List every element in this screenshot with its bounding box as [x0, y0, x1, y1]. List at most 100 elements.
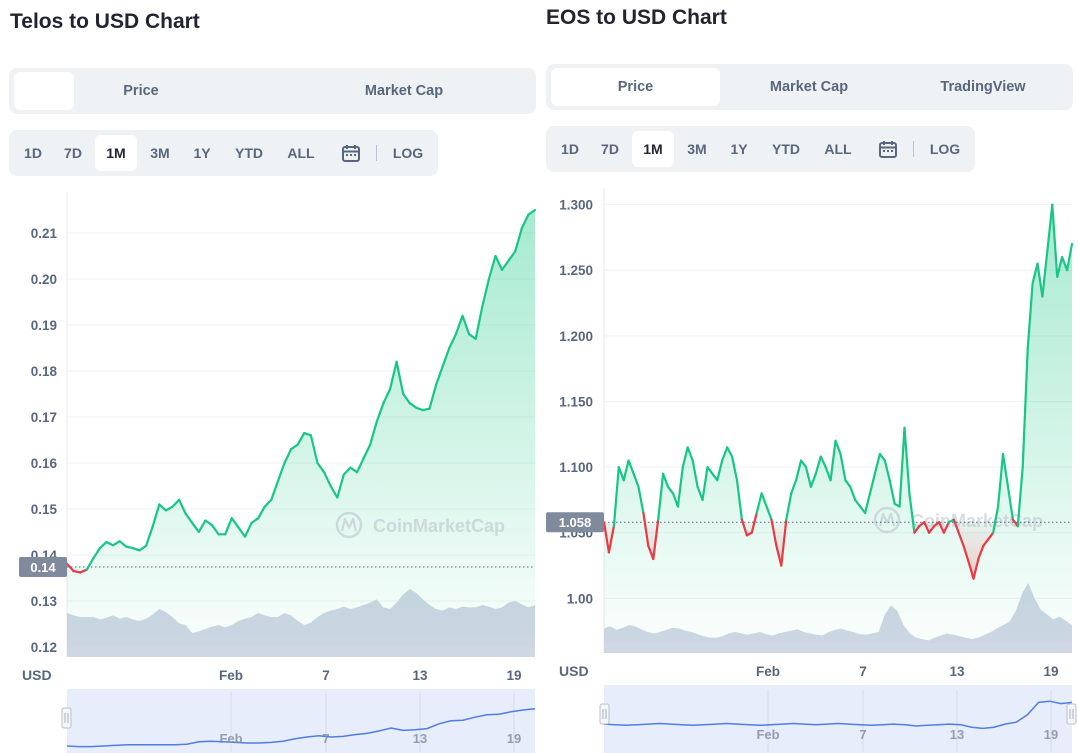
price-line-segment — [612, 466, 620, 528]
price-line-segment — [243, 521, 253, 538]
range-1m[interactable]: 1M — [95, 135, 137, 171]
chart-type-tabs: Price Market Cap TradingView — [546, 64, 1073, 110]
price-line-segment — [468, 333, 477, 340]
range-navigator[interactable]: Feb 7 13 19 — [599, 685, 1077, 753]
price-line-segment — [681, 446, 689, 469]
price-area-fill-below — [604, 522, 1072, 579]
log-toggle[interactable]: LOG — [392, 145, 424, 161]
range-1y[interactable]: 1Y — [193, 145, 211, 161]
log-toggle[interactable]: LOG — [929, 141, 961, 157]
y-tick-label: 1.100 — [559, 460, 593, 475]
price-area-fill — [604, 204, 1072, 643]
calendar-icon[interactable] — [870, 131, 906, 167]
range-7d[interactable]: 7D — [601, 141, 619, 157]
y-tick-label: 0.18 — [31, 364, 58, 379]
price-line-segment — [237, 526, 247, 538]
price-line-segment — [164, 505, 174, 512]
x-tick-label: 7 — [859, 664, 867, 679]
y-tick-label: 0.19 — [31, 318, 57, 333]
price-line-segment — [962, 544, 970, 563]
price-line-segment — [250, 517, 260, 524]
price-line-segment — [696, 485, 704, 501]
price-line-segment — [1060, 256, 1069, 272]
time-range-selector: 1D 7D 1M 3M 1Y YTD ALL LOG — [546, 126, 975, 172]
watermark-logo: CoinMarketCap — [335, 511, 505, 539]
telos-price-chart[interactable]: CoinMarketCap 0.12 0.13 0.14 0.15 0.16 0.17 0.… — [0, 0, 540, 753]
navigator-left-handle[interactable] — [61, 707, 72, 729]
range-navigator[interactable]: Feb 7 13 19 — [61, 689, 536, 753]
price-line-segment — [819, 455, 827, 469]
price-line-segment — [461, 314, 471, 336]
x-tick-label: 13 — [949, 664, 965, 679]
range-3m[interactable]: 3M — [150, 145, 170, 161]
tab-price[interactable]: Price — [123, 83, 159, 99]
eos-price-chart[interactable]: CoinMarketCap 1.001.0501.1001.1501.2001.… — [540, 0, 1078, 753]
price-line-segment — [642, 511, 650, 548]
price-line-segment — [527, 208, 537, 216]
y-tick-label: 0.12 — [31, 640, 57, 655]
navigator-tick-label: Feb — [756, 727, 779, 742]
range-1d[interactable]: 1D — [24, 145, 42, 161]
price-line-segment — [750, 511, 758, 534]
price-line-segment — [270, 480, 279, 501]
price-line-segment — [441, 346, 451, 368]
tab-tradingview[interactable]: TradingView — [940, 79, 1026, 95]
range-ytd[interactable]: YTD — [235, 145, 263, 161]
price-line-segment — [296, 432, 306, 446]
range-3m[interactable]: 3M — [687, 141, 707, 157]
y-tick-label: 0.16 — [31, 456, 58, 471]
range-1m[interactable]: 1M — [632, 131, 674, 167]
tab-price[interactable]: Price — [551, 68, 720, 106]
tab-market-cap[interactable]: Market Cap — [364, 83, 444, 99]
price-line-segment — [92, 546, 102, 560]
chart-title: EOS to USD Chart — [546, 6, 727, 29]
current-price-tag: 1.058 — [546, 512, 604, 533]
calendar-icon[interactable] — [333, 135, 369, 171]
price-line-segment — [849, 485, 857, 501]
price-line-segment — [145, 525, 154, 547]
price-line-segment — [937, 521, 945, 534]
price-line-segment — [800, 459, 808, 469]
price-line-segment — [957, 531, 965, 548]
watermark-text: CoinMarketCap — [911, 511, 1043, 531]
price-line-segment — [342, 466, 352, 476]
navigator-line — [66, 708, 536, 748]
x-tick-label: 19 — [1043, 664, 1058, 679]
price-line-segment — [868, 472, 876, 495]
price-line-segment — [829, 439, 837, 482]
time-range-selector: 1D 7D 1M 3M 1Y YTD ALL LOG — [9, 130, 438, 176]
price-line-segment — [775, 544, 783, 567]
navigator-tick-label: 7 — [322, 731, 329, 746]
price-line-segment — [997, 452, 1005, 508]
currency-label: USD — [22, 667, 52, 683]
price-line-segment — [178, 498, 187, 515]
price-line-segment — [481, 277, 490, 308]
price-line-segment — [602, 521, 611, 554]
price-line-segment — [514, 227, 523, 253]
price-line-segment — [138, 544, 148, 552]
range-1y[interactable]: 1Y — [730, 141, 748, 157]
price-line-segment — [474, 305, 484, 340]
y-tick-label: 1.00 — [567, 591, 593, 606]
range-all[interactable]: ALL — [287, 145, 315, 161]
price-line-segment — [770, 518, 778, 548]
range-1d[interactable]: 1D — [561, 141, 579, 157]
price-line-segment — [755, 492, 763, 515]
price-line-segment — [854, 498, 862, 508]
price-line-segment — [834, 439, 842, 456]
range-ytd[interactable]: YTD — [772, 141, 800, 157]
price-line-segment — [735, 479, 743, 521]
price-line-segment — [382, 388, 392, 405]
range-7d[interactable]: 7D — [64, 145, 82, 161]
tab-blank[interactable] — [14, 72, 74, 110]
navigator-left-handle[interactable] — [599, 703, 610, 725]
price-line-segment — [992, 505, 1000, 534]
y-tick-label: 1.150 — [559, 394, 593, 409]
navigator-tick-label: Feb — [219, 731, 242, 746]
price-line-segment — [131, 546, 141, 552]
tab-market-cap[interactable]: Market Cap — [769, 79, 849, 95]
range-all[interactable]: ALL — [824, 141, 852, 157]
price-line-segment — [402, 392, 411, 405]
price-line-segment — [323, 471, 332, 488]
navigator-right-handle[interactable] — [1066, 703, 1077, 725]
